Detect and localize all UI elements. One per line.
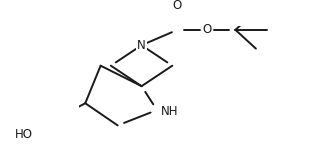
Text: HO: HO: [15, 128, 33, 141]
Text: NH: NH: [161, 105, 179, 118]
Text: O: O: [203, 23, 212, 36]
Text: O: O: [173, 0, 182, 12]
Text: N: N: [137, 39, 146, 52]
